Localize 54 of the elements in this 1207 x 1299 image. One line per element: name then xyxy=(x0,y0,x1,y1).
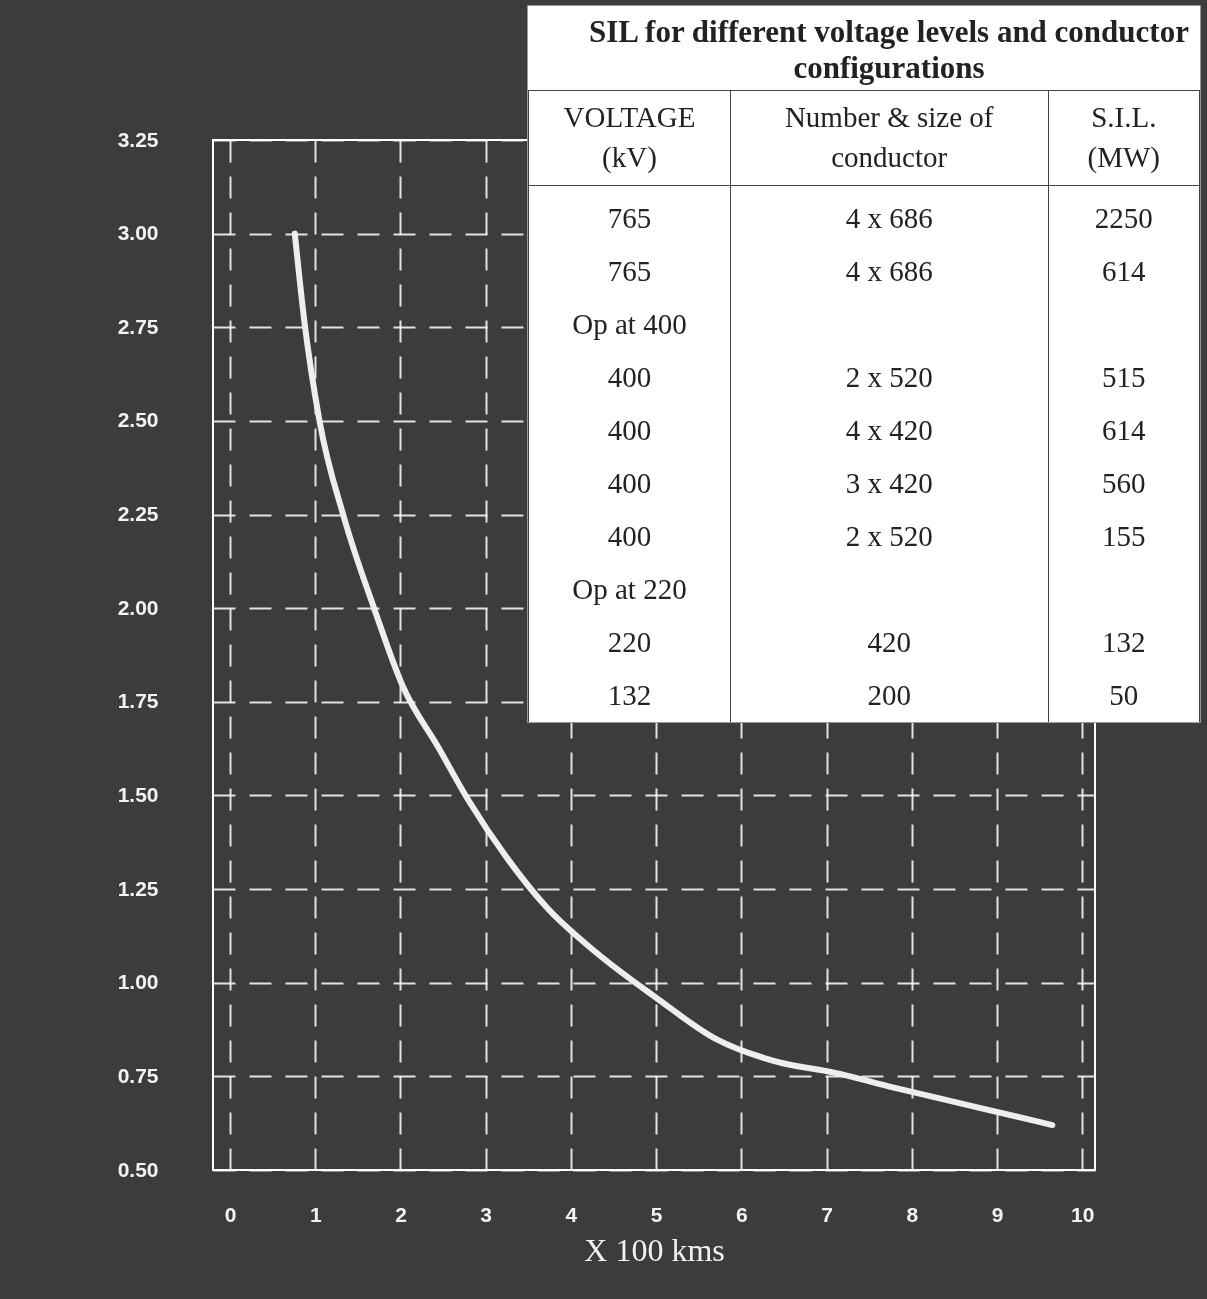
annotation: 220 xyxy=(528,616,731,669)
x-tick-label: 6 xyxy=(736,1202,748,1226)
text: 50 xyxy=(1048,669,1200,722)
y-tick-label: 3.00 xyxy=(117,221,159,245)
annotation: Number & size of conductor xyxy=(730,90,1048,186)
x-tick-label: 7 xyxy=(821,1202,833,1226)
y-tick-label: 3.25 xyxy=(117,127,159,151)
annotation: 200 xyxy=(730,669,1048,722)
y-tick-label: 1.50 xyxy=(117,782,159,806)
annotation: 400 xyxy=(528,457,731,510)
annotation: 2250 xyxy=(1048,185,1200,245)
annotation: 2 x 520 xyxy=(730,510,1048,563)
text: 515 xyxy=(1048,351,1200,404)
x-tick-label: 1 xyxy=(309,1202,322,1226)
annotation: 400 xyxy=(528,510,731,563)
y-tick-label: 2.00 xyxy=(117,595,159,619)
annotation: VOLTAGE (kV) xyxy=(528,90,731,186)
annotation: 2 x 520 xyxy=(730,351,1048,404)
text: 614 xyxy=(1048,404,1200,457)
y-tick-label: 1.75 xyxy=(117,689,159,713)
y-tick-label: 2.50 xyxy=(117,408,159,432)
annotation: 4 x 686 xyxy=(730,245,1048,298)
x-tick-label: 0 xyxy=(224,1202,237,1226)
x-tick-label: 3 xyxy=(480,1202,493,1226)
y-tick-label: 0.75 xyxy=(117,1063,159,1087)
annotation: 4 x 420 xyxy=(730,404,1048,457)
y-tick-label: 1.00 xyxy=(117,970,159,994)
annotation: Op at 220 xyxy=(528,563,731,616)
annotation: 132 xyxy=(528,669,731,722)
x-tick-label: 4 xyxy=(565,1202,578,1226)
annotation: 400 xyxy=(528,404,731,457)
annotation: Op at 400 xyxy=(528,298,731,351)
x-tick-label: 8 xyxy=(906,1202,919,1226)
annotation: 400 xyxy=(528,351,731,404)
annotation: 765 xyxy=(528,245,731,298)
text: 132 xyxy=(1048,616,1200,669)
y-tick-label: 0.50 xyxy=(117,1157,159,1181)
y-tick-label: 2.75 xyxy=(117,314,159,338)
annotation: 420 xyxy=(730,616,1048,669)
annotation: 765 xyxy=(528,185,731,245)
annotation: S.I.L. (MW) xyxy=(1048,90,1200,186)
text: SIL for different voltage levels and conductor configurations xyxy=(588,14,1190,86)
y-tick-label: 2.25 xyxy=(117,502,159,526)
text: 155 xyxy=(1048,510,1200,563)
text: 614 xyxy=(1048,245,1200,298)
x-tick-label: 5 xyxy=(650,1202,663,1226)
x-tick-label: 10 xyxy=(1071,1202,1095,1226)
x-tick-label: 2 xyxy=(395,1202,407,1226)
x-tick-label: 9 xyxy=(991,1202,1004,1226)
text: 560 xyxy=(1048,457,1200,510)
x-axis-title: X 100 kms xyxy=(584,1231,725,1268)
annotation: 3 x 420 xyxy=(730,457,1048,510)
y-tick-label: 1.25 xyxy=(117,876,159,900)
annotation: 4 x 686 xyxy=(730,185,1048,245)
